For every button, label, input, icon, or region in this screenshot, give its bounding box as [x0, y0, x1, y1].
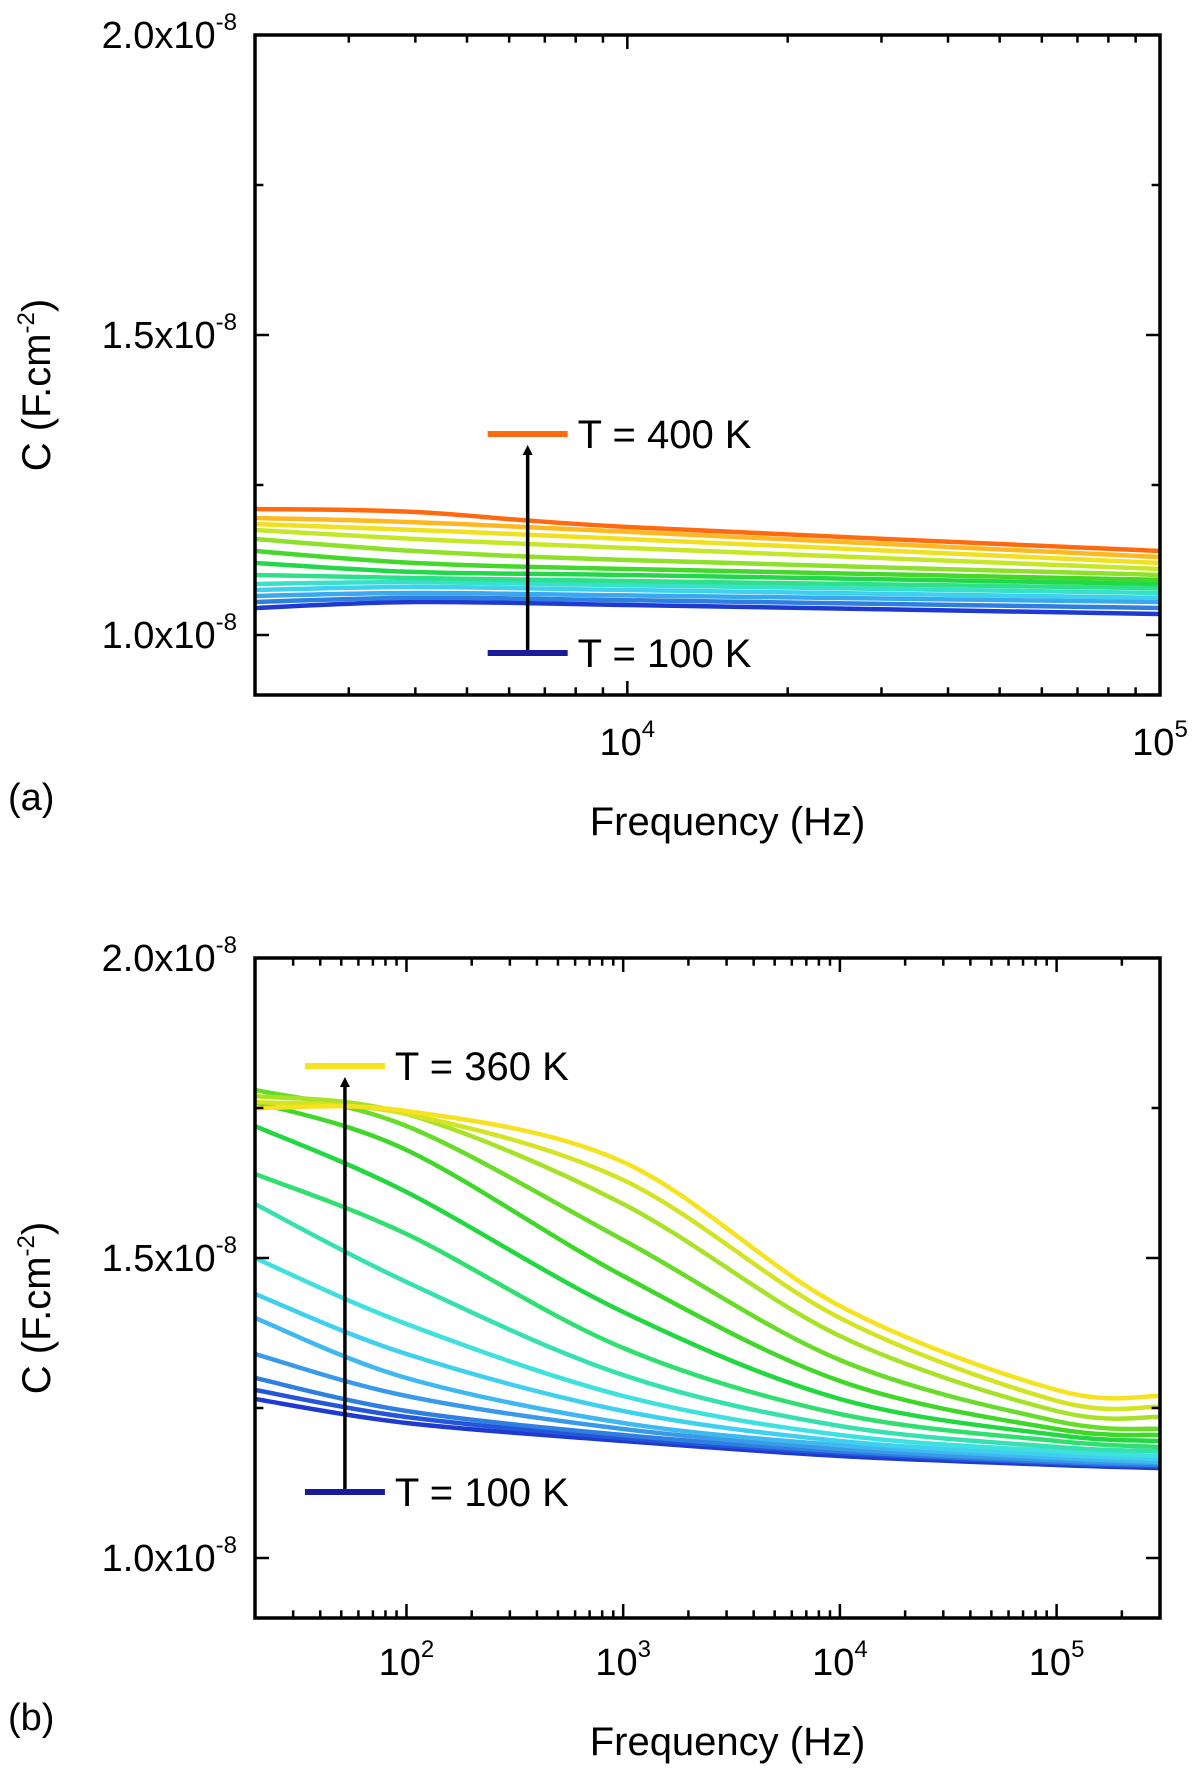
series-group — [255, 506, 1160, 617]
plot-frame — [253, 956, 1162, 1620]
series-line-1 — [255, 595, 1160, 611]
y-tick-label: 2.0x10-8 — [102, 932, 237, 980]
series-line-11 — [255, 1087, 1160, 1432]
panel-label: (a) — [8, 777, 54, 819]
x-tick-label: 105 — [1132, 716, 1188, 764]
series-group — [255, 1087, 1160, 1471]
series-line-6 — [255, 560, 1160, 587]
y-axis-title: C (F.cm-2) — [13, 299, 59, 471]
series-line-3 — [255, 584, 1160, 601]
y-tick-label: 2.0x10-8 — [102, 9, 237, 57]
series-line-7 — [255, 548, 1160, 583]
series-line-6 — [255, 1255, 1160, 1459]
x-axis-title: Frequency (Hz) — [590, 1720, 866, 1764]
series-line-0 — [255, 599, 1160, 617]
panel-a: 1.0x10-8 1.5x10-8 2.0x10-8 104 105 Frequency … — [8, 9, 1188, 844]
series-line-12 — [255, 506, 1160, 554]
series-line-11 — [255, 515, 1160, 560]
y-tick-label: 1.5x10-8 — [102, 1232, 237, 1280]
annotation-high: T = 400 K — [578, 413, 752, 457]
x-axis-title: Frequency (Hz) — [590, 800, 866, 844]
series-line-4 — [255, 579, 1160, 596]
y-tick-label: 1.5x10-8 — [102, 309, 237, 357]
series-line-14 — [255, 1103, 1160, 1401]
series-line-13 — [255, 1099, 1160, 1412]
series-line-8 — [255, 1171, 1160, 1450]
y-tick-label: 1.0x10-8 — [102, 609, 237, 657]
x-tick-label: 104 — [600, 716, 656, 764]
y-axis-title: C (F.cm-2) — [13, 1222, 59, 1394]
panel-label: (b) — [8, 1697, 54, 1739]
series-line-7 — [255, 1202, 1160, 1454]
y-tick-label: 1.0x10-8 — [102, 1532, 237, 1580]
x-tick-label: 105 — [1029, 1636, 1085, 1684]
series-line-5 — [255, 572, 1160, 591]
x-tick-label: 103 — [595, 1636, 651, 1684]
series-line-4 — [255, 1315, 1160, 1465]
series-line-9 — [255, 1123, 1160, 1444]
series-line-8 — [255, 536, 1160, 578]
x-tick-label: 102 — [379, 1636, 435, 1684]
annotation-low: T = 100 K — [578, 632, 752, 676]
series-line-2 — [255, 590, 1160, 605]
series-line-3 — [255, 1351, 1160, 1466]
annotation-low: T = 100 K — [395, 1471, 569, 1515]
series-line-5 — [255, 1291, 1160, 1462]
series-line-10 — [255, 521, 1160, 566]
plot-frame — [253, 33, 1162, 697]
x-tick-label: 104 — [812, 1636, 868, 1684]
series-line-9 — [255, 527, 1160, 572]
annotation-high: T = 360 K — [395, 1045, 569, 1089]
series-line-10 — [255, 1099, 1160, 1438]
panel-b: 1.0x10-8 1.5x10-8 2.0x10-8 102 103 104 105 Freq… — [8, 932, 1162, 1764]
